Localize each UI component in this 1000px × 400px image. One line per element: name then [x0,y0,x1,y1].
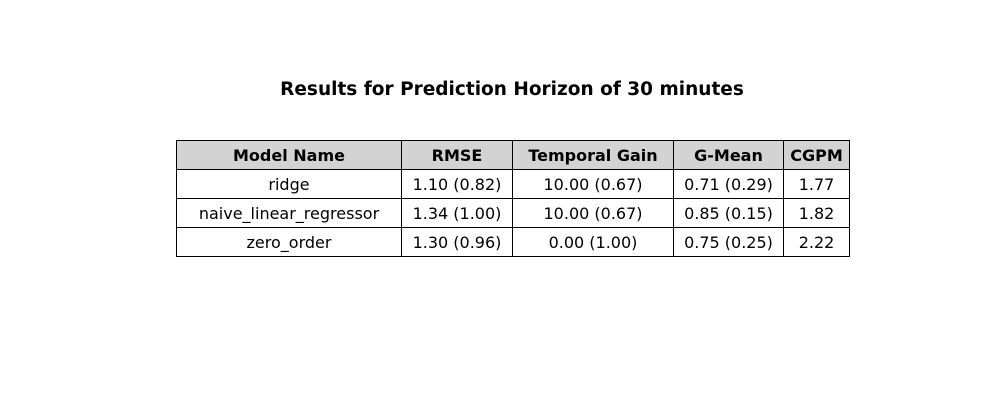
column-header-rmse: RMSE [401,140,513,170]
cell-cgpm: 2.22 [783,227,850,257]
cell-rmse: 1.10 (0.82) [401,169,513,199]
table-header-row: Model Name RMSE Temporal Gain G-Mean CGP… [176,140,850,170]
cell-model-name: ridge [176,169,402,199]
column-header-temporal-gain: Temporal Gain [512,140,674,170]
column-header-model-name: Model Name [176,140,402,170]
cell-rmse: 1.34 (1.00) [401,198,513,228]
table-row: naive_linear_regressor 1.34 (1.00) 10.00… [176,198,850,228]
cell-temporal-gain: 0.00 (1.00) [512,227,674,257]
column-header-g-mean: G-Mean [673,140,784,170]
cell-cgpm: 1.82 [783,198,850,228]
table-row: ridge 1.10 (0.82) 10.00 (0.67) 0.71 (0.2… [176,169,850,199]
cell-model-name: naive_linear_regressor [176,198,402,228]
cell-g-mean: 0.75 (0.25) [673,227,784,257]
cell-g-mean: 0.85 (0.15) [673,198,784,228]
cell-g-mean: 0.71 (0.29) [673,169,784,199]
cell-cgpm: 1.77 [783,169,850,199]
cell-temporal-gain: 10.00 (0.67) [512,169,674,199]
results-table: Model Name RMSE Temporal Gain G-Mean CGP… [176,140,850,257]
cell-temporal-gain: 10.00 (0.67) [512,198,674,228]
column-header-cgpm: CGPM [783,140,850,170]
table-row: zero_order 1.30 (0.96) 0.00 (1.00) 0.75 … [176,227,850,257]
cell-model-name: zero_order [176,227,402,257]
cell-rmse: 1.30 (0.96) [401,227,513,257]
chart-title: Results for Prediction Horizon of 30 min… [280,79,744,100]
